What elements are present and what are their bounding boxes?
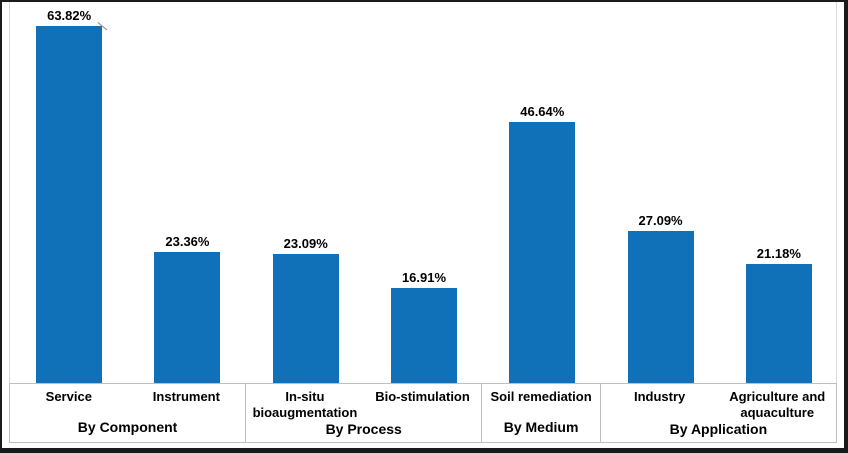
value-label-bio-stimulation: 16.91% bbox=[401, 270, 447, 286]
group-label-by-application: By Application bbox=[669, 421, 768, 437]
value-label-soil-remediation: 46.64% bbox=[520, 104, 565, 120]
value-label-industry: 27.09% bbox=[638, 213, 683, 229]
category-label-agriculture-and-aquaculture: Agriculture and aquaculture bbox=[729, 389, 826, 420]
category-label-instrument: Instrument bbox=[152, 389, 220, 404]
value-label-instrument: 23.36% bbox=[165, 234, 210, 250]
category-labels-row: In-situ bioaugmentation Bio-stimulation bbox=[246, 384, 481, 421]
value-label-service: 63.82% bbox=[47, 7, 92, 23]
plot-area: 63.82% 23.36% 23.09% 16.91% 46.64% 27.09% 21.1… bbox=[9, 2, 837, 383]
category-label-bio-stimulation: Bio-stimulation bbox=[375, 389, 470, 404]
group-label-by-process: By Process bbox=[325, 421, 402, 437]
category-label-industry: Industry bbox=[634, 389, 686, 404]
category-labels-row: Soil remediation bbox=[482, 384, 600, 419]
axis-group-by-component: Service Instrument By Component bbox=[10, 384, 247, 442]
bar-industry bbox=[627, 231, 694, 383]
value-label-in-situ-bioaugmentation: 23.09% bbox=[283, 235, 328, 251]
category-labels-row: Industry Agriculture and aquaculture bbox=[601, 384, 836, 421]
group-label-by-medium: By Medium bbox=[503, 419, 579, 435]
bar-bio-stimulation bbox=[391, 288, 457, 383]
bar-instrument bbox=[154, 252, 221, 383]
category-label-service: Service bbox=[45, 389, 92, 404]
bar-in-situ-bioaugmentation bbox=[272, 253, 339, 383]
category-axis: Service Instrument By Component In-situ bio… bbox=[9, 383, 837, 443]
group-label-by-component: By Component bbox=[77, 419, 178, 435]
bar-agriculture-and-aquaculture bbox=[745, 264, 812, 383]
category-label-in-situ-bioaugmentation: In-situ bioaugmentation bbox=[252, 389, 358, 420]
category-labels-row: Service Instrument bbox=[10, 384, 245, 419]
bar-soil-remediation bbox=[509, 122, 576, 383]
axis-group-by-medium: Soil remediation By Medium bbox=[482, 384, 601, 442]
value-label-agriculture-and-aquaculture: 21.18% bbox=[756, 246, 801, 262]
bar-service bbox=[36, 25, 103, 383]
category-label-soil-remediation: Soil remediation bbox=[490, 389, 592, 404]
axis-group-by-application: Industry Agriculture and aquaculture By Ap… bbox=[601, 384, 836, 442]
axis-group-by-process: In-situ bioaugmentation Bio-stimulation By… bbox=[246, 384, 483, 442]
